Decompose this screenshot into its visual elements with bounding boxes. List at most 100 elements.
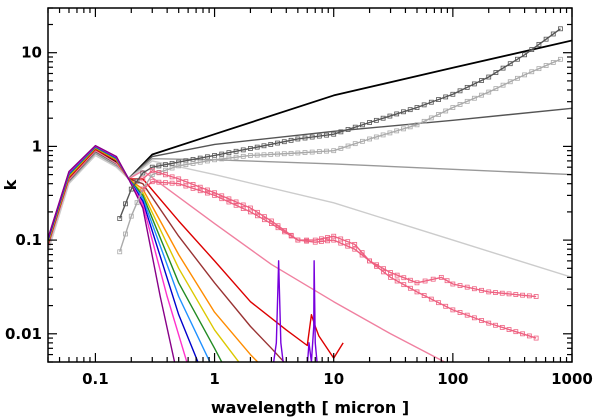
series-marker-18 bbox=[407, 285, 413, 291]
series-marker-17 bbox=[493, 290, 498, 295]
series-marker-17 bbox=[450, 281, 456, 287]
series-marker-18 bbox=[486, 320, 492, 326]
series-marker-18 bbox=[359, 250, 365, 256]
series-marker-16 bbox=[359, 138, 365, 144]
series-marker-15 bbox=[309, 134, 315, 140]
series-marker-15 bbox=[338, 129, 344, 135]
series-marker-16 bbox=[507, 79, 513, 85]
series-marker-15 bbox=[163, 162, 168, 168]
series-marker-16 bbox=[240, 153, 246, 159]
series-marker-15 bbox=[443, 94, 449, 100]
series-marker-16 bbox=[436, 112, 441, 117]
series-line-5 bbox=[48, 148, 344, 359]
series-marker-18 bbox=[304, 237, 309, 243]
series-marker-17 bbox=[407, 277, 413, 283]
series-marker-16 bbox=[479, 92, 484, 98]
series-marker-18 bbox=[421, 293, 427, 298]
series-marker-16 bbox=[219, 156, 225, 162]
series-marker-17 bbox=[262, 217, 267, 223]
series-marker-16 bbox=[543, 63, 549, 68]
series-marker-15 bbox=[486, 74, 492, 80]
series-marker-18 bbox=[367, 258, 372, 264]
series-marker-17 bbox=[388, 270, 393, 275]
series-marker-18 bbox=[533, 335, 539, 341]
series-marker-18 bbox=[248, 205, 253, 211]
series-marker-18 bbox=[282, 228, 288, 233]
series-marker-16 bbox=[536, 66, 542, 72]
series-line-15 bbox=[119, 28, 561, 219]
series-marker-15 bbox=[387, 113, 393, 119]
series-line-7 bbox=[48, 147, 259, 362]
series-marker-17 bbox=[204, 190, 210, 196]
series-marker-15 bbox=[380, 115, 386, 121]
series-marker-16 bbox=[204, 158, 210, 164]
series-marker-15 bbox=[367, 120, 372, 125]
series-marker-18 bbox=[479, 318, 484, 323]
series-marker-15 bbox=[450, 91, 456, 97]
series-marker-16 bbox=[450, 105, 456, 110]
series-layer bbox=[48, 26, 572, 362]
series-marker-18 bbox=[169, 174, 175, 180]
series-marker-15 bbox=[471, 81, 477, 87]
series-marker-17 bbox=[479, 287, 484, 293]
series-marker-18 bbox=[526, 333, 532, 339]
series-marker-18 bbox=[457, 310, 463, 315]
series-marker-18 bbox=[499, 324, 505, 330]
series-marker-15 bbox=[331, 131, 337, 137]
series-marker-18 bbox=[388, 274, 393, 280]
series-marker-16 bbox=[176, 163, 182, 169]
series-marker-18 bbox=[436, 300, 441, 306]
series-marker-15 bbox=[550, 31, 556, 37]
series-marker-16 bbox=[380, 132, 386, 138]
series-line-9 bbox=[48, 146, 223, 362]
series-marker-18 bbox=[414, 289, 420, 295]
series-marker-17 bbox=[255, 213, 260, 219]
series-marker-15 bbox=[233, 148, 239, 154]
series-marker-18 bbox=[506, 327, 512, 332]
series-line-13 bbox=[48, 144, 176, 362]
series-marker-15 bbox=[149, 164, 155, 170]
series-marker-16 bbox=[387, 130, 393, 136]
series-marker-17 bbox=[438, 274, 444, 280]
series-marker-17 bbox=[394, 272, 400, 278]
x-axis-title: wavelength [ micron ] bbox=[211, 398, 409, 417]
series-marker-18 bbox=[374, 263, 379, 269]
series-marker-16 bbox=[367, 136, 372, 142]
series-marker-18 bbox=[156, 170, 162, 176]
series-marker-15 bbox=[295, 136, 301, 142]
y-tick-label: 0.1 bbox=[15, 231, 42, 249]
series-marker-17 bbox=[169, 180, 175, 186]
series-marker-16 bbox=[529, 69, 535, 75]
series-marker-16 bbox=[275, 151, 280, 157]
series-marker-16 bbox=[248, 153, 253, 158]
series-marker-16 bbox=[401, 126, 406, 132]
series-marker-18 bbox=[240, 202, 246, 208]
series-marker-15 bbox=[522, 52, 527, 58]
series-marker-18 bbox=[204, 187, 210, 193]
series-marker-16 bbox=[486, 89, 492, 95]
series-marker-18 bbox=[163, 172, 168, 178]
series-marker-17 bbox=[520, 292, 525, 298]
series-marker-15 bbox=[428, 99, 434, 105]
x-tick-label: 10 bbox=[323, 370, 344, 388]
series-marker-16 bbox=[345, 143, 351, 149]
series-marker-15 bbox=[543, 36, 549, 42]
series-marker-15 bbox=[324, 132, 329, 138]
series-marker-16 bbox=[522, 72, 527, 78]
series-marker-17 bbox=[457, 283, 463, 288]
series-marker-15 bbox=[457, 88, 463, 94]
series-marker-18 bbox=[233, 199, 239, 205]
series-marker-18 bbox=[381, 269, 386, 275]
series-line-0 bbox=[48, 39, 572, 245]
series-marker-15 bbox=[407, 107, 413, 113]
series-marker-18 bbox=[226, 196, 232, 202]
series-marker-17 bbox=[219, 196, 225, 202]
series-marker-18 bbox=[295, 237, 301, 243]
series-marker-15 bbox=[248, 146, 253, 151]
series-marker-15 bbox=[529, 47, 535, 52]
series-marker-16 bbox=[254, 152, 260, 158]
series-marker-16 bbox=[443, 108, 449, 114]
series-marker-15 bbox=[345, 127, 351, 132]
series-marker-18 bbox=[338, 236, 344, 242]
